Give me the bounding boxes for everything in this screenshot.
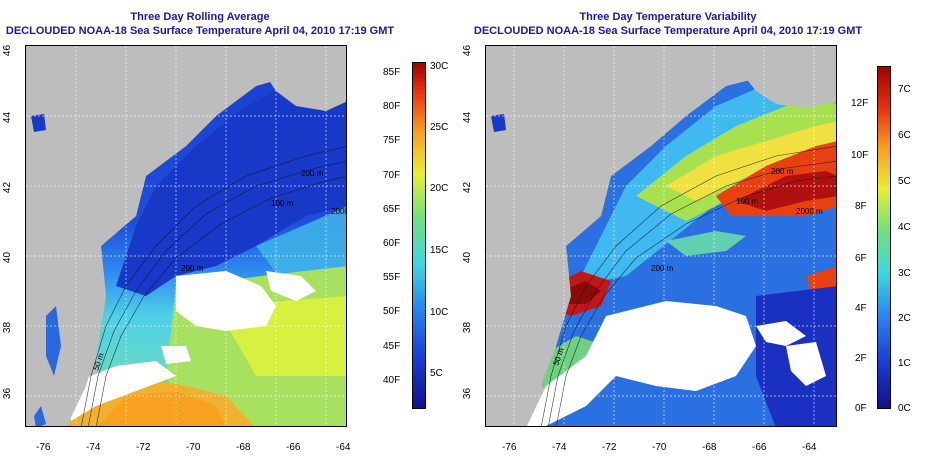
left-lon-66: -66 <box>286 442 301 453</box>
right-cb-12f: 12F <box>851 98 869 109</box>
right-cb-3c: 3C <box>898 268 911 279</box>
right-cb-7c: 7C <box>898 84 911 95</box>
right-cb-8f: 8F <box>855 201 867 212</box>
right-lat-36: 36 <box>462 387 474 400</box>
left-title-line1: Three Day Rolling Average <box>130 11 270 23</box>
left-lat-46: 46 <box>2 44 14 57</box>
right-cb-1c: 1C <box>898 358 911 369</box>
left-cb-10c: 10C <box>430 307 449 318</box>
right-lon-76: -76 <box>502 442 517 453</box>
right-cb-5c: 5C <box>898 176 911 187</box>
left-cb-40f: 40F <box>383 375 401 386</box>
right-cb-0f: 0F <box>855 403 867 414</box>
left-lat-44: 44 <box>2 111 14 124</box>
left-cb-25c: 25C <box>430 122 449 133</box>
contour-label-2000m: 2000 m <box>331 207 347 216</box>
sst-variability-map-graphic: 200 m 2000 m 100 m 50 m 200 m <box>486 46 836 426</box>
left-lat-42: 42 <box>2 181 14 194</box>
right-lat-46: 46 <box>462 44 474 57</box>
left-cb-20c: 20C <box>430 183 449 194</box>
right-cb-0c: 0C <box>898 403 911 414</box>
left-colorbar <box>412 62 426 409</box>
right-cb-2c: 2C <box>898 313 911 324</box>
right-title-line1: Three Day Temperature Variability <box>579 11 757 23</box>
right-cb-2f: 2F <box>855 353 867 364</box>
left-lon-76: -76 <box>36 442 51 453</box>
var-contour-label-2000m: 2000 m <box>796 207 823 216</box>
left-lat-40: 40 <box>2 251 14 264</box>
sst-variability-map[interactable]: 200 m 2000 m 100 m 50 m 200 m <box>485 45 837 427</box>
right-lat-40: 40 <box>462 251 474 264</box>
right-lon-72: -72 <box>602 442 617 453</box>
right-lat-42: 42 <box>462 181 474 194</box>
contour-label-100m: 100 m <box>271 199 294 208</box>
left-lon-64: -64 <box>336 442 351 453</box>
right-cb-6c: 6C <box>898 130 911 141</box>
left-cb-80f: 80F <box>383 101 401 112</box>
right-cb-6f: 6F <box>855 253 867 264</box>
left-cb-75f: 75F <box>383 135 401 146</box>
left-cb-85f: 85F <box>383 67 401 78</box>
var-contour-label-100m: 100 m <box>736 197 759 206</box>
left-lon-74: -74 <box>86 442 101 453</box>
var-contour-label-200m: 200 m <box>771 167 794 176</box>
contour-label-200m-b: 200 m <box>181 264 204 273</box>
left-cb-60f: 60F <box>383 238 401 249</box>
right-cb-4c: 4C <box>898 222 911 233</box>
right-lon-68: -68 <box>702 442 717 453</box>
right-cb-4f: 4F <box>855 303 867 314</box>
sst-average-map-graphic: 200 m 2000 m 100 m 50 m 200 m <box>26 46 347 426</box>
left-cb-55f: 55F <box>383 272 401 283</box>
left-cb-65f: 65F <box>383 204 401 215</box>
left-title-line2: DECLOUDED NOAA-18 Sea Surface Temperatur… <box>5 25 395 37</box>
left-cb-15c: 15C <box>430 245 449 256</box>
right-lon-70: -70 <box>652 442 667 453</box>
left-lon-68: -68 <box>236 442 251 453</box>
left-cb-5c: 5C <box>430 368 443 379</box>
contour-label-200m: 200 m <box>301 169 324 178</box>
right-title-line2: DECLOUDED NOAA-18 Sea Surface Temperatur… <box>473 25 863 37</box>
left-cb-30c: 30C <box>430 61 449 72</box>
right-colorbar <box>877 66 891 409</box>
right-lon-66: -66 <box>752 442 767 453</box>
left-lat-38: 38 <box>2 321 14 334</box>
sst-average-map[interactable]: 200 m 2000 m 100 m 50 m 200 m <box>25 45 347 427</box>
right-lat-38: 38 <box>462 321 474 334</box>
left-cb-50f: 50F <box>383 306 401 317</box>
left-cb-70f: 70F <box>383 170 401 181</box>
left-lat-36: 36 <box>2 387 14 400</box>
left-cb-45f: 45F <box>383 341 401 352</box>
var-contour-label-200m-b: 200 m <box>651 264 674 273</box>
right-lon-74: -74 <box>552 442 567 453</box>
left-lon-70: -70 <box>186 442 201 453</box>
right-lat-44: 44 <box>462 111 474 124</box>
right-lon-64: -64 <box>802 442 817 453</box>
right-cb-10f: 10F <box>851 150 869 161</box>
left-lon-72: -72 <box>136 442 151 453</box>
